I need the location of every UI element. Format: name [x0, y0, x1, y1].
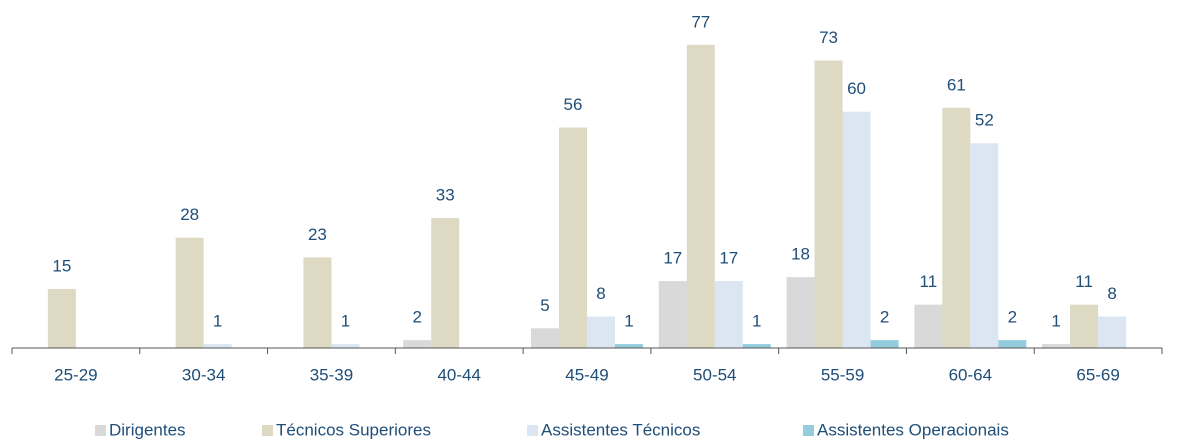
- legend-swatch: [95, 425, 106, 436]
- value-label: 1: [213, 312, 222, 331]
- value-label: 11: [920, 272, 938, 291]
- value-label: 8: [596, 284, 605, 303]
- value-label: 28: [180, 205, 199, 224]
- value-label: 23: [308, 225, 327, 244]
- x-tick-label: 55-59: [821, 365, 864, 384]
- value-label: 11: [1075, 272, 1093, 291]
- value-label: 60: [847, 79, 866, 98]
- bar: [658, 281, 687, 348]
- bar: [615, 344, 643, 348]
- x-tick-label: 25-29: [54, 365, 97, 384]
- value-label: 61: [947, 75, 966, 94]
- value-label: 2: [880, 308, 889, 327]
- bar: [686, 44, 715, 348]
- bar: [1042, 344, 1071, 348]
- value-label: 1: [1051, 312, 1060, 331]
- value-label: 1: [341, 312, 350, 331]
- x-tick-label: 45-49: [565, 365, 608, 384]
- value-label: 5: [540, 296, 549, 315]
- value-label: 15: [52, 256, 71, 275]
- value-label: 73: [819, 28, 838, 47]
- bar: [742, 344, 771, 348]
- legend-swatch: [262, 425, 273, 436]
- bar: [587, 316, 615, 348]
- bar: [531, 328, 559, 348]
- value-label: 17: [719, 249, 738, 268]
- bar: [814, 60, 843, 348]
- x-tick-label: 65-69: [1076, 365, 1119, 384]
- x-tick-label: 35-39: [310, 365, 353, 384]
- bar: [47, 288, 76, 348]
- bar: [1070, 304, 1099, 348]
- value-label: 52: [975, 111, 994, 130]
- bar: [714, 281, 743, 348]
- legend-label: Assistentes Técnicos: [541, 420, 700, 439]
- bar: [786, 277, 815, 348]
- value-label: 56: [564, 95, 583, 114]
- value-label: 2: [1008, 308, 1017, 327]
- bar: [870, 340, 899, 348]
- bar: [559, 127, 587, 348]
- value-label: 1: [752, 312, 761, 331]
- bar: [1098, 316, 1127, 348]
- bar: [998, 340, 1027, 348]
- bar: [942, 107, 971, 348]
- value-label: 8: [1107, 284, 1116, 303]
- value-label: 1: [624, 312, 633, 331]
- value-label: 18: [791, 245, 810, 264]
- legend-label: Técnicos Superiores: [276, 420, 431, 439]
- bar: [914, 304, 943, 348]
- x-tick-label: 60-64: [949, 365, 992, 384]
- bar: [331, 344, 360, 348]
- bar: [842, 111, 871, 348]
- legend-label: Dirigentes: [109, 420, 186, 439]
- value-label: 33: [436, 186, 455, 205]
- legend-label: Assistentes Operacionais: [817, 420, 1009, 439]
- value-label: 17: [663, 249, 682, 268]
- legend-swatch: [527, 425, 538, 436]
- bar: [403, 340, 432, 348]
- bar: [203, 344, 232, 348]
- bar: [431, 218, 460, 348]
- bar: [303, 257, 332, 348]
- legend-swatch: [803, 425, 814, 436]
- value-label: 2: [412, 308, 421, 327]
- x-tick-label: 50-54: [693, 365, 736, 384]
- x-tick-label: 40-44: [437, 365, 480, 384]
- bar: [175, 237, 204, 348]
- bar: [970, 143, 999, 348]
- value-label: 77: [691, 12, 710, 31]
- x-tick-label: 30-34: [182, 365, 225, 384]
